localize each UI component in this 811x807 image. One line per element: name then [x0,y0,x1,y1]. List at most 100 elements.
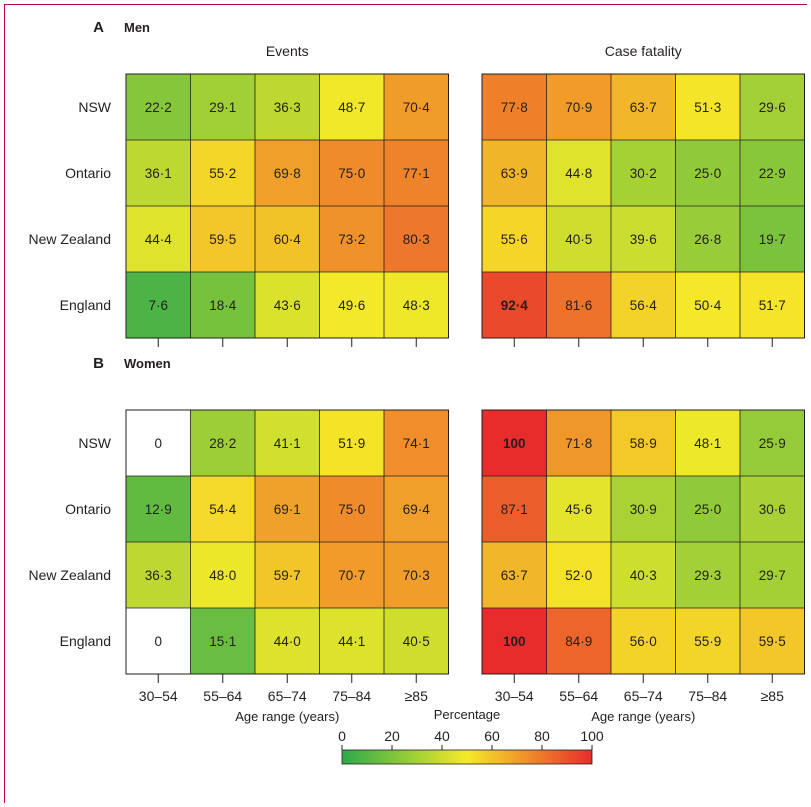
heatmap-cell [126,410,191,476]
cell-value-label: 59·5 [209,232,236,247]
cell-value-label: 48·7 [338,100,365,115]
heatmap-cell [482,140,547,206]
cell-value-label: 44·4 [145,232,173,247]
heatmap-cell [190,542,255,608]
heatmap-cell [611,542,676,608]
cell-value-label: 22·9 [759,166,786,181]
x-tick-label: ≥85 [761,688,784,704]
region-label: Ontario [65,165,111,181]
x-tick-label: 30–54 [495,688,534,704]
cell-value-label: 25·9 [759,436,786,451]
heatmap-cell [126,542,191,608]
heatmap-cell [190,74,255,140]
heatmap-cell [675,140,740,206]
heatmap-cell [740,272,805,338]
colorbar-tick-label: 0 [338,728,346,744]
heatmap-cell [675,410,740,476]
cell-value-label: 70·7 [338,568,365,583]
cell-value-label: 55·9 [694,634,721,649]
cell-value-label: 7·6 [148,298,168,313]
cell-value-label: 40·5 [565,232,592,247]
region-label: England [60,633,111,649]
cell-value-label: 0 [154,634,162,649]
cell-value-label: 43·6 [274,298,301,313]
heatmap-cell [675,206,740,272]
heatmap-cell [190,410,255,476]
x-axis-label: Age range (years) [235,709,339,724]
heatmap-cell [255,74,320,140]
heatmap-cell [126,608,191,674]
cell-value-label: 30·6 [759,502,786,517]
heatmap-cell [740,74,805,140]
cell-value-label: 87·1 [501,502,528,517]
cell-value-label: 36·3 [274,100,301,115]
heatmap-cell [255,476,320,542]
figure-frame [4,4,807,803]
cell-value-label: 59·5 [759,634,786,649]
heatmap-cell [190,206,255,272]
cell-value-label: 49·6 [338,298,365,313]
heatmap-cell [126,140,191,206]
heatmap-cell [611,74,676,140]
heatmap-cell [611,272,676,338]
cell-value-label: 56·0 [630,634,657,649]
cell-value-label: 40·5 [403,634,430,649]
heatmap-cell [482,410,547,476]
cell-value-label: 45·6 [565,502,592,517]
x-tick-label: 55–64 [559,688,598,704]
heatmap-cell [384,608,449,674]
cell-value-label: 15·1 [209,634,236,649]
panel-title: Men [124,20,150,35]
heatmap-cell [384,410,449,476]
cell-value-label: 60·4 [274,232,302,247]
cell-value-label: 70·3 [403,568,430,583]
heatmap-cell [740,608,805,674]
cell-value-label: 48·0 [209,568,236,583]
cell-value-label: 63·7 [630,100,657,115]
cell-value-label: 28·2 [209,436,236,451]
heatmap-cell [126,272,191,338]
cell-value-label: 59·7 [274,568,301,583]
heatmap-title: Case fatality [605,43,682,59]
heatmap-cell [740,206,805,272]
cell-value-label: 52·0 [565,568,592,583]
cell-value-label: 92·4 [501,298,529,313]
heatmap-cell [384,542,449,608]
heatmap-cell [319,140,384,206]
heatmap-cell [482,608,547,674]
heatmap-cell [319,74,384,140]
heatmap-cell [546,608,611,674]
heatmap-cell [319,272,384,338]
cell-value-label: 29·7 [759,568,786,583]
cell-value-label: 77·1 [403,166,430,181]
cell-value-label: 77·8 [501,100,528,115]
cell-value-label: 29·6 [759,100,786,115]
heatmap-cell [126,476,191,542]
heatmap-cell [255,206,320,272]
cell-value-label: 30·2 [630,166,657,181]
x-tick-label: 75–84 [332,688,371,704]
cell-value-label: 75·0 [338,166,365,181]
heatmap-title: Events [266,43,309,59]
cell-value-label: 48·1 [694,436,721,451]
heatmap-cell [190,476,255,542]
heatmap-cell [255,608,320,674]
heatmap-cell [319,608,384,674]
cell-value-label: 73·2 [338,232,365,247]
heatmap-cell [740,140,805,206]
x-tick-label: 55–64 [203,688,242,704]
cell-value-label: 69·8 [274,166,301,181]
cell-value-label: 69·1 [274,502,301,517]
cell-value-label: 18·4 [209,298,237,313]
heatmap-cell [190,608,255,674]
cell-value-label: 41·1 [274,436,301,451]
heatmap-cell [611,140,676,206]
cell-value-label: 69·4 [403,502,431,517]
cell-value-label: 100 [503,436,526,451]
cell-value-label: 74·1 [403,436,430,451]
cell-value-label: 36·3 [145,568,172,583]
cell-value-label: 22·2 [145,100,172,115]
region-label: New Zealand [29,231,112,247]
heatmap-cell [255,272,320,338]
